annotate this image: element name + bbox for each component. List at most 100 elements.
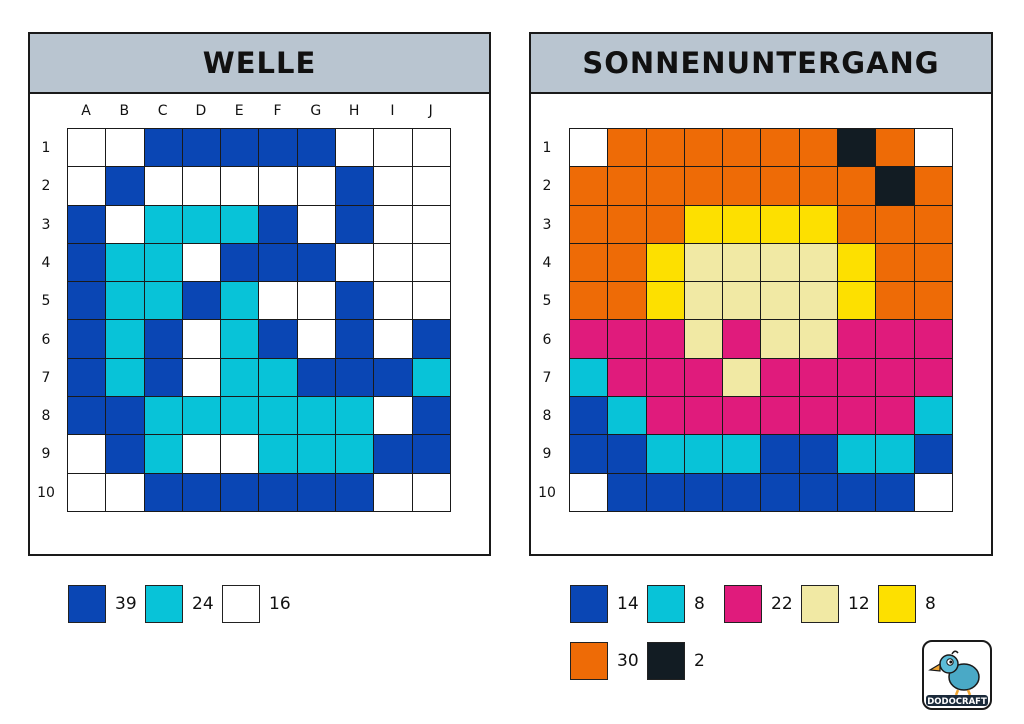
welle-cell-r9-c4 — [182, 435, 222, 474]
welle-cell-r4-c3 — [144, 243, 183, 283]
sonne-cell-r10-c4 — [684, 473, 724, 512]
pixel-grid-welle — [67, 128, 451, 512]
welle-cell-r10-c4 — [182, 473, 222, 512]
sonne-cell-r7-c2 — [608, 358, 647, 398]
legend-swatch — [145, 585, 183, 623]
sonne-cell-r1-c4 — [684, 129, 724, 168]
row-label: 1 — [542, 140, 552, 156]
sonne-cell-r2-c9 — [876, 167, 915, 206]
sonne-cell-r10-c7 — [799, 473, 839, 512]
welle-cell-r2-c5 — [221, 167, 260, 206]
welle-cell-r5-c10 — [412, 282, 451, 321]
row-label: 9 — [542, 446, 552, 463]
sonne-cell-r2-c4 — [684, 167, 724, 206]
welle-cell-r5-c7 — [297, 282, 337, 321]
sonne-cell-r5-c1 — [570, 282, 609, 321]
welle-cell-r6-c9 — [374, 320, 413, 359]
legend-swatch — [878, 585, 916, 623]
sonne-cell-r4-c4 — [684, 243, 724, 283]
sonne-cell-r3-c1 — [570, 205, 609, 244]
welle-cell-r5-c2 — [106, 282, 145, 321]
legend-count: 16 — [269, 594, 291, 614]
column-label: I — [390, 103, 395, 119]
welle-cell-r2-c7 — [297, 167, 337, 206]
sonne-cell-r4-c7 — [799, 243, 839, 283]
sonne-cell-r9-c9 — [876, 435, 915, 474]
welle-cell-r7-c4 — [182, 358, 222, 398]
welle-cell-r4-c9 — [374, 243, 413, 283]
welle-cell-r2-c2 — [106, 167, 145, 206]
sonne-cell-r9-c6 — [761, 435, 800, 474]
welle-cell-r10-c10 — [412, 473, 451, 512]
sonne-cell-r3-c7 — [799, 205, 839, 244]
legend-swatch — [570, 642, 608, 680]
sonne-cell-r7-c10 — [914, 358, 953, 398]
column-label: J — [428, 103, 433, 119]
column-label: C — [157, 103, 168, 119]
legend-count: 24 — [192, 594, 214, 614]
legend-item: 16 — [222, 585, 291, 623]
welle-cell-r3-c5 — [221, 205, 260, 244]
sonne-cell-r1-c7 — [799, 129, 839, 168]
sonne-cell-r6-c2 — [608, 320, 647, 359]
sonne-cell-r1-c5 — [723, 129, 762, 168]
sonne-cell-r4-c9 — [876, 243, 915, 283]
sonne-cell-r1-c6 — [761, 129, 800, 168]
legend-swatch — [647, 585, 685, 623]
dodocraft-logo: DODOCRAFT — [922, 640, 992, 710]
sonne-cell-r9-c7 — [799, 435, 839, 474]
sonne-cell-r7-c7 — [799, 358, 839, 398]
welle-cell-r6-c2 — [106, 320, 145, 359]
sonne-cell-r7-c8 — [838, 358, 877, 398]
legend-item: 8 — [647, 585, 705, 623]
welle-cell-r7-c7 — [297, 358, 337, 398]
sonne-cell-r4-c2 — [608, 243, 647, 283]
sonne-cell-r9-c10 — [914, 435, 953, 474]
sonne-cell-r5-c4 — [684, 282, 724, 321]
sonne-cell-r4-c1 — [570, 243, 609, 283]
sonne-cell-r1-c3 — [646, 129, 685, 168]
welle-cell-r1-c5 — [221, 129, 260, 168]
welle-cell-r7-c3 — [144, 358, 183, 398]
row-label: 2 — [542, 178, 552, 195]
legend-swatch — [724, 585, 762, 623]
welle-cell-r8-c10 — [412, 397, 451, 436]
welle-cell-r5-c6 — [259, 282, 298, 321]
sonne-cell-r8-c2 — [608, 397, 647, 436]
row-label: 9 — [41, 446, 51, 463]
welle-cell-r6-c10 — [412, 320, 451, 359]
welle-cell-r7-c10 — [412, 358, 451, 398]
sonne-cell-r9-c3 — [646, 435, 685, 474]
welle-cell-r1-c7 — [297, 129, 337, 168]
legend-count: 2 — [694, 651, 705, 671]
sonne-cell-r10-c3 — [646, 473, 685, 512]
legend-swatch — [570, 585, 608, 623]
column-label: B — [119, 103, 130, 119]
row-label: 7 — [41, 369, 51, 386]
column-label: E — [234, 103, 244, 119]
welle-cell-r8-c3 — [144, 397, 183, 436]
welle-cell-r2-c1 — [68, 167, 107, 206]
welle-cell-r3-c10 — [412, 205, 451, 244]
welle-cell-r1-c8 — [336, 129, 375, 168]
welle-cell-r2-c6 — [259, 167, 298, 206]
sonne-cell-r5-c9 — [876, 282, 915, 321]
welle-cell-r9-c2 — [106, 435, 145, 474]
welle-cell-r6-c5 — [221, 320, 260, 359]
sonne-cell-r9-c1 — [570, 435, 609, 474]
row-label: 10 — [37, 484, 55, 501]
welle-cell-r8-c4 — [182, 397, 222, 436]
welle-cell-r9-c10 — [412, 435, 451, 474]
sonne-cell-r6-c7 — [799, 320, 839, 359]
sonne-cell-r6-c9 — [876, 320, 915, 359]
sonne-cell-r6-c4 — [684, 320, 724, 359]
sonne-cell-r5-c7 — [799, 282, 839, 321]
sonne-cell-r9-c8 — [838, 435, 877, 474]
legend-count: 8 — [925, 594, 936, 614]
sonne-cell-r3-c3 — [646, 205, 685, 244]
sonne-cell-r2-c5 — [723, 167, 762, 206]
welle-cell-r10-c5 — [221, 473, 260, 512]
legend-item: 39 — [68, 585, 137, 623]
welle-cell-r6-c6 — [259, 320, 298, 359]
sonne-cell-r10-c10 — [914, 473, 953, 512]
